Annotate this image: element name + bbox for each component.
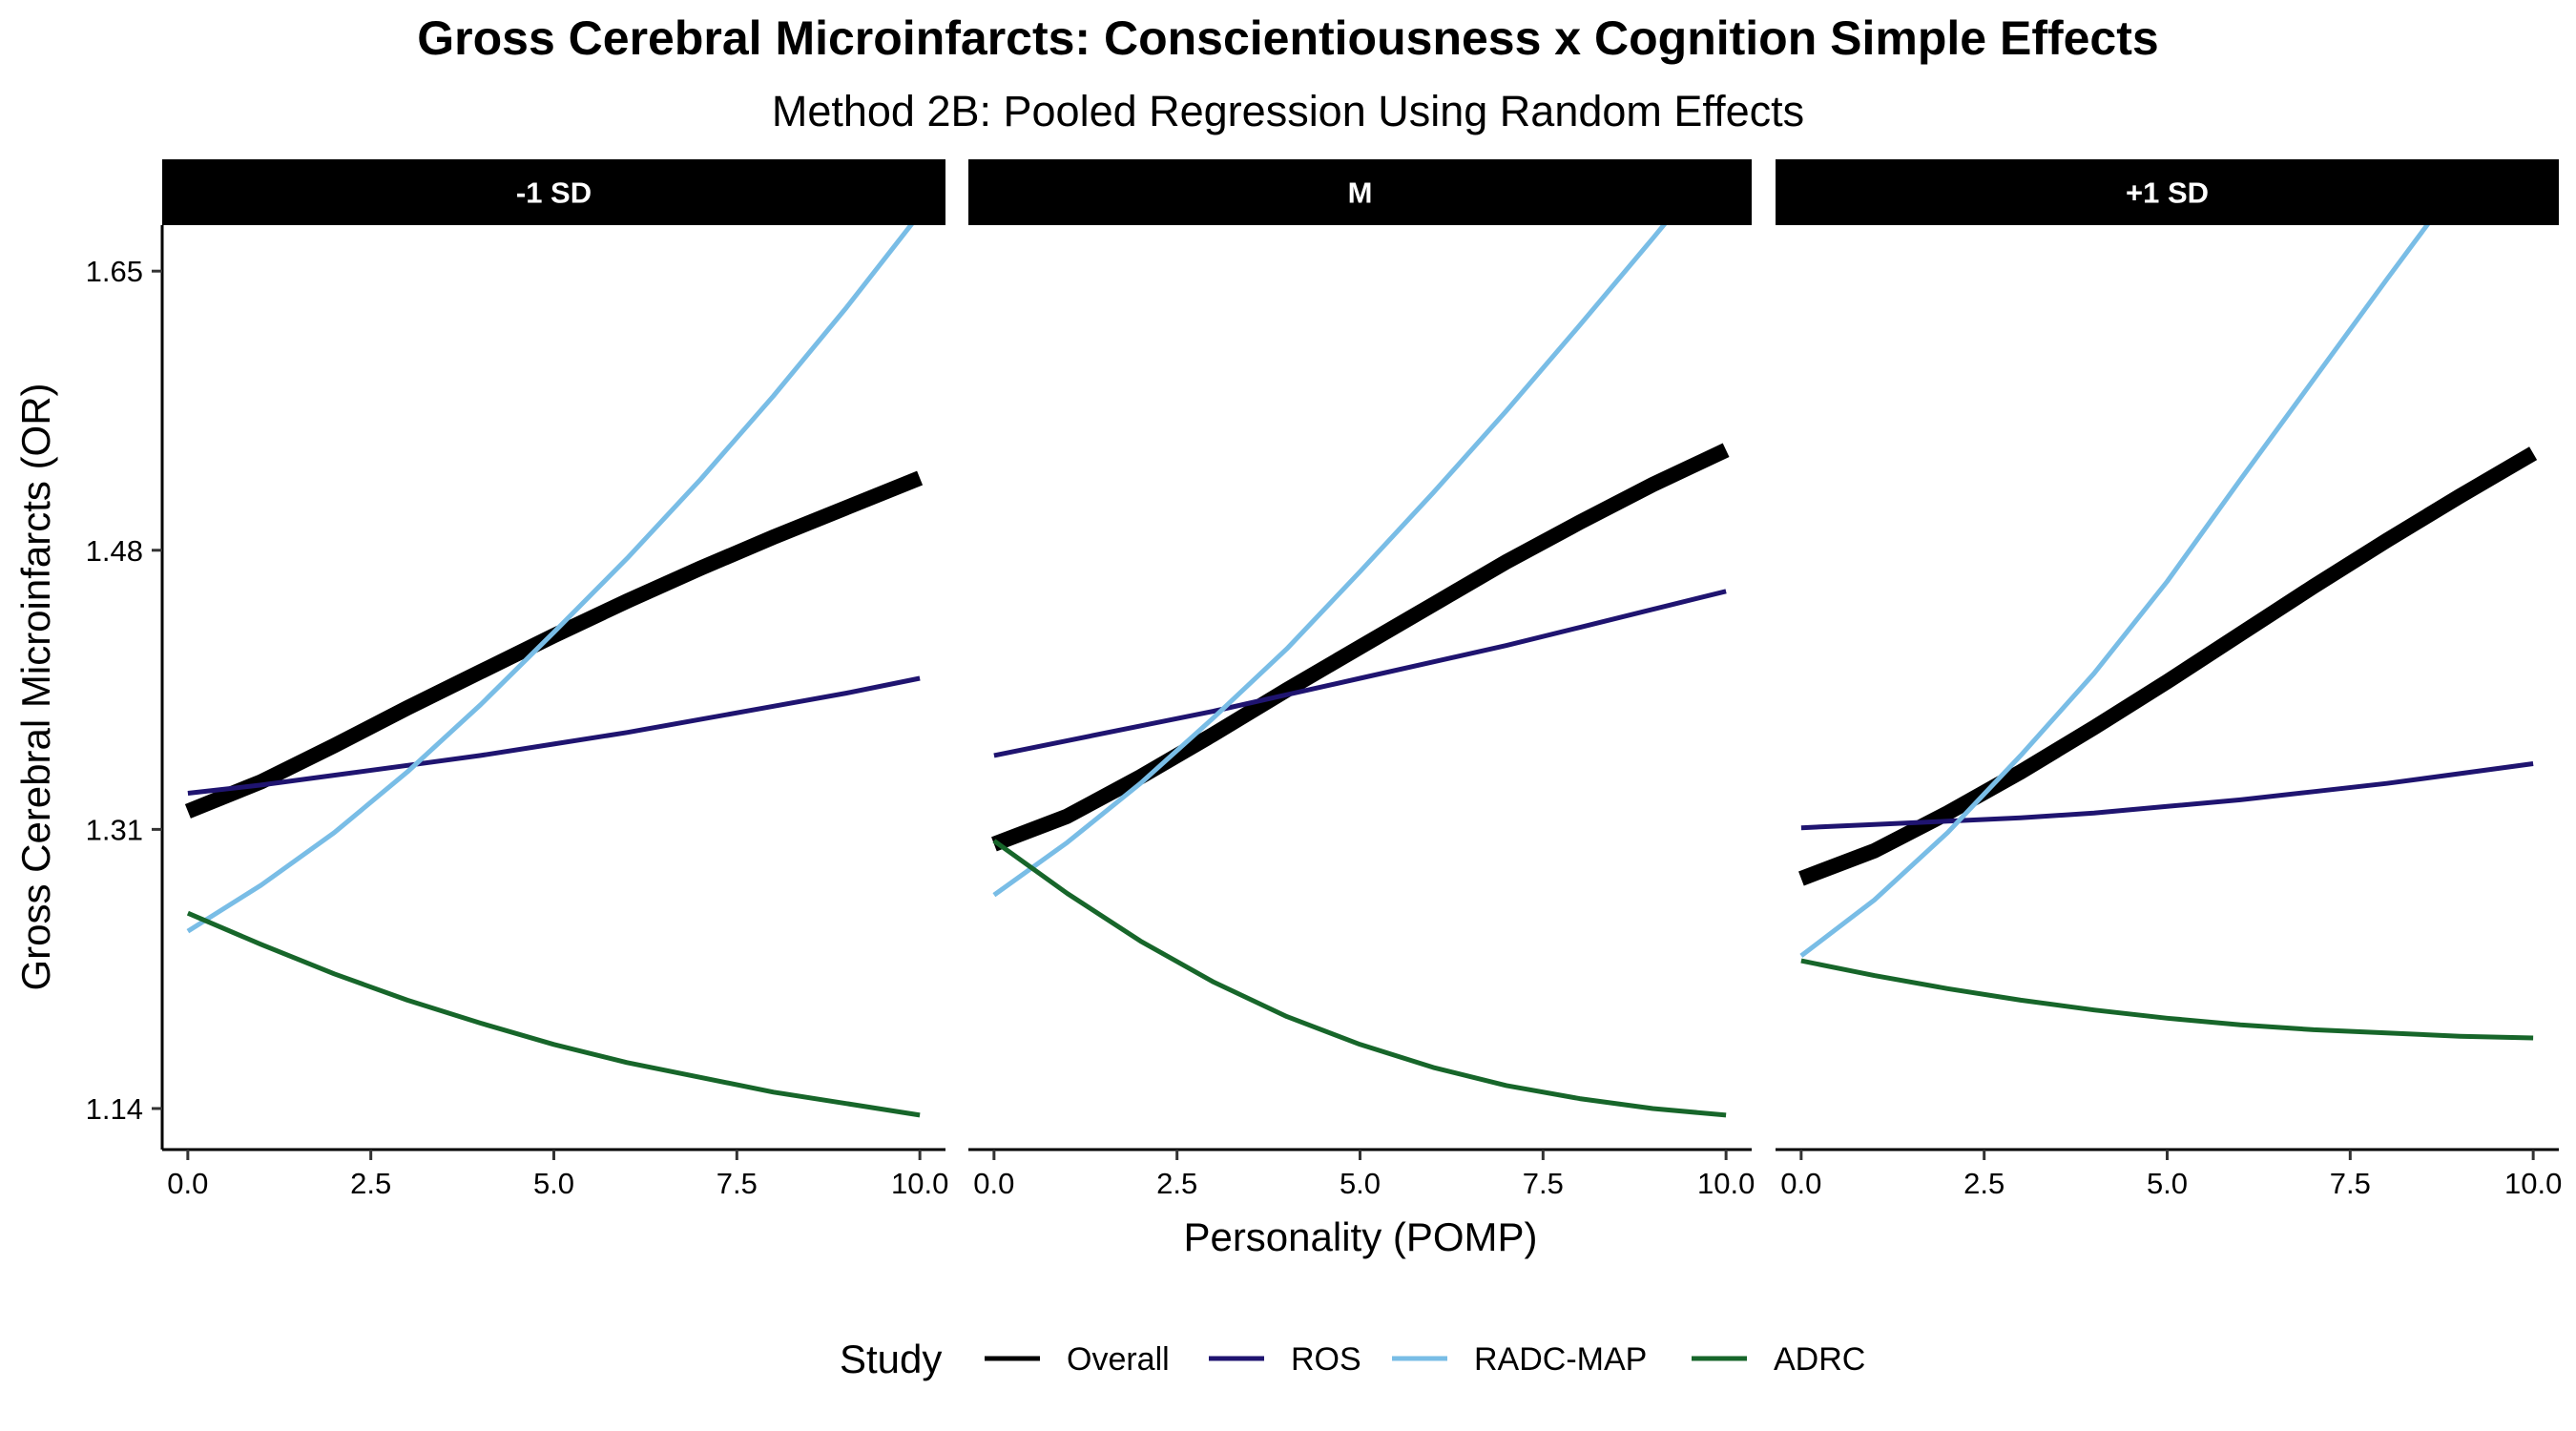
x-tick-label: 10.0 [1697, 1167, 1755, 1200]
chart-title: Gross Cerebral Microinfarcts: Conscienti… [417, 11, 2158, 65]
series-line-overall [991, 443, 1730, 852]
series-lines [184, 225, 924, 1118]
series-line-radc-map [1799, 225, 2430, 958]
series-line-radc-map [186, 225, 914, 934]
x-tick-label: 5.0 [1340, 1167, 1381, 1200]
legend-items: Overall ROS RADC-MAP ADRC [985, 1341, 1865, 1378]
legend: Study Overall ROS RADC-MAP ADRC [840, 1337, 1865, 1381]
series-line-adrc [1800, 958, 2534, 1041]
panel-strip-label: +1 SD [2126, 176, 2209, 210]
x-tick-label: 0.0 [973, 1167, 1014, 1200]
series-lines [991, 225, 1730, 1118]
legend-label: Overall [1067, 1341, 1170, 1378]
x-tick-label: 5.0 [2147, 1167, 2188, 1200]
panel-strip [162, 159, 945, 225]
y-tick-label: 1.48 [86, 534, 143, 568]
x-tick-label: 0.0 [1780, 1167, 1821, 1200]
x-tick-label: 2.5 [1156, 1167, 1197, 1200]
legend-item-ros: ROS [1209, 1341, 1361, 1378]
x-tick-label: 2.5 [1963, 1167, 2005, 1200]
legend-item-overall: Overall [985, 1341, 1170, 1378]
series-line-overall [184, 470, 924, 819]
legend-item-adrc: ADRC [1692, 1341, 1865, 1378]
panel-strip [968, 159, 1752, 225]
y-axis-title: Gross Cerebral Microinfarcts (OR) [13, 383, 58, 990]
legend-label: ROS [1291, 1341, 1361, 1378]
series-line-ros [993, 589, 1727, 758]
series-line-adrc [186, 910, 921, 1118]
series-line-ros [187, 675, 921, 796]
panel-3: +1 SD 0.0 2.5 5.0 7.5 10.0 [1776, 159, 2562, 1200]
y-tick-label: 1.65 [86, 255, 143, 288]
x-tick-label: 7.5 [1523, 1167, 1564, 1200]
panel-1: -1 SD 0.0 2.5 5.0 7.5 10.0 1.14 1.31 1.48 1.65 [86, 159, 948, 1200]
panel-strip [1776, 159, 2559, 225]
panel-2: M 0.0 2.5 5.0 7.5 10.0 [968, 159, 1755, 1200]
x-tick-label: 5.0 [533, 1167, 574, 1200]
panel-strip-label: -1 SD [516, 176, 592, 210]
y-tick-label: 1.14 [86, 1092, 143, 1126]
x-tick-label: 2.5 [350, 1167, 391, 1200]
series-line-overall [1798, 446, 2538, 886]
legend-label: ADRC [1774, 1341, 1865, 1378]
y-tick-label: 1.31 [86, 813, 143, 846]
chart-subtitle: Method 2B: Pooled Regression Using Rando… [772, 87, 1804, 135]
panel-strip-label: M [1348, 176, 1373, 210]
series-line-radc-map [992, 225, 1668, 898]
x-tick-label: 10.0 [891, 1167, 948, 1200]
series-line-ros [1800, 761, 2534, 831]
series-lines [1798, 225, 2538, 1041]
x-tick-label: 7.5 [717, 1167, 758, 1200]
legend-label: RADC-MAP [1474, 1341, 1647, 1378]
x-tick-label: 10.0 [2504, 1167, 2562, 1200]
legend-item-radc-map: RADC-MAP [1392, 1341, 1647, 1378]
series-line-adrc [992, 839, 1727, 1118]
facet-panels: -1 SD 0.0 2.5 5.0 7.5 10.0 1.14 1.31 1.48 1.65 M 0.… [86, 159, 2562, 1200]
legend-title: Study [840, 1337, 942, 1381]
x-axis-title: Personality (POMP) [1183, 1214, 1537, 1259]
x-tick-label: 7.5 [2330, 1167, 2371, 1200]
x-tick-label: 0.0 [167, 1167, 208, 1200]
